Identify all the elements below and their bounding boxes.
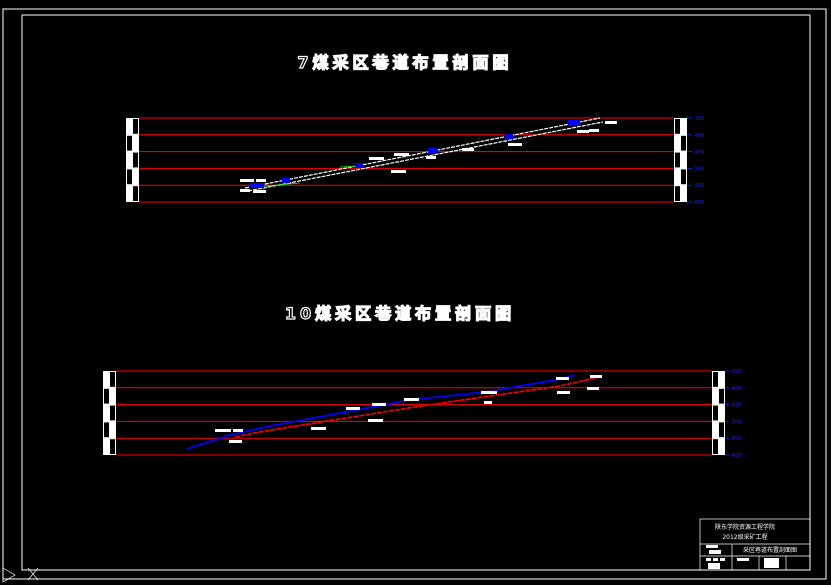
ruler-segment — [681, 169, 686, 185]
ruler-segment — [110, 405, 115, 421]
elevation-label: -500 — [693, 166, 704, 172]
elevation-label: -450 — [730, 403, 741, 409]
title-block-fields — [706, 545, 779, 569]
ruler-segment — [133, 186, 138, 201]
elevation-label: -500 — [730, 419, 741, 425]
section-7-profile: -350 -400 -450 -500 -550 -600 — [126, 116, 704, 206]
elevation-label: -400 — [730, 386, 741, 392]
title-block — [699, 518, 811, 571]
elevation-label: -600 — [730, 453, 741, 459]
ruler-segment — [719, 388, 724, 404]
title-block-drawing-name: 采区巷道布置剖面图 — [743, 546, 797, 554]
section-title-7: 7煤采区巷道布置剖面图 — [297, 53, 512, 72]
elevation-label: -550 — [693, 183, 704, 189]
ruler-segment — [104, 422, 109, 438]
title-block-school: 陕东学院资源工程学院 — [715, 523, 775, 531]
elevation-label: -550 — [730, 436, 741, 442]
elevation-label: -350 — [693, 116, 704, 122]
ruler-segment — [719, 422, 724, 438]
ruler-segment — [133, 152, 138, 168]
ruler-segment — [681, 135, 686, 151]
ruler-segment — [713, 372, 718, 387]
ruler-segment — [127, 169, 132, 185]
roadway-10-seam — [186, 374, 602, 450]
section-10-profile: -350 -400 -450 -500 -550 -600 — [103, 369, 741, 459]
ruler-segment — [675, 152, 680, 168]
ruler-segment — [133, 119, 138, 134]
elevation-label: -450 — [693, 150, 704, 156]
roadway-7-seam — [240, 117, 617, 193]
ruler-segment — [713, 405, 718, 421]
elevation-label: -400 — [693, 133, 704, 139]
ruler-segment — [110, 439, 115, 454]
ruler-segment — [127, 135, 132, 151]
ruler-segment — [675, 186, 680, 201]
ruler-segment — [110, 372, 115, 387]
title-block-class: 2012级采矿工程 — [722, 533, 767, 541]
ruler-segment — [675, 119, 680, 134]
section-title-10: 10煤采区巷道布置剖面图 — [285, 304, 515, 323]
elevation-label: -350 — [730, 369, 741, 375]
ruler-segment — [104, 388, 109, 404]
ruler-segment — [713, 439, 718, 454]
ucs-icon — [2, 567, 39, 583]
inner-frame — [21, 14, 811, 571]
elevation-label: -600 — [693, 200, 704, 206]
outer-frame — [2, 8, 827, 580]
